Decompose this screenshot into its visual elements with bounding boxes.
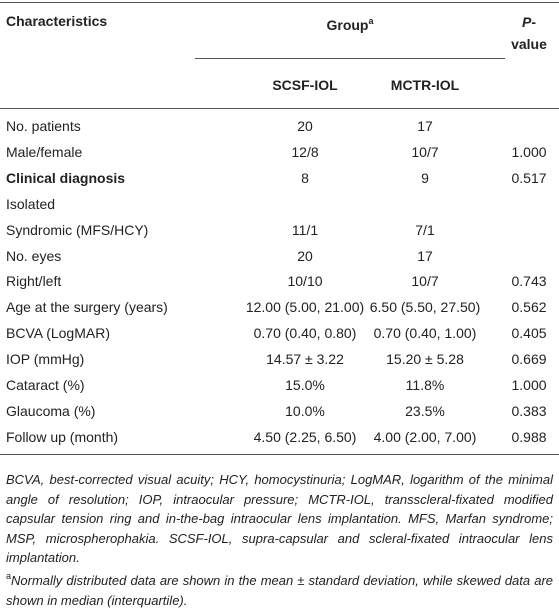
cell: 6.50 (5.50, 27.50) [369,299,481,316]
row-label: Age at the surgery (years) [6,299,168,316]
p-value: 0.562 [511,299,547,316]
p-value: 0.743 [511,273,547,290]
cell: 15.20 ± 5.28 [386,351,464,368]
row-label: Glaucoma (%) [6,402,96,419]
row-label: Clinical diagnosis [6,169,126,186]
cell: 4.50 (2.25, 6.50) [253,428,357,445]
p-value: 0.988 [511,428,547,445]
row-label: Right/left [6,273,62,290]
header-p-value: P-value [511,14,547,52]
cell: 10/10 [287,273,323,290]
cell: 12.00 (5.00, 21.00) [245,299,365,316]
cell: 0.70 (0.40, 0.80) [253,325,357,342]
cell: 11/1 [291,221,319,238]
group-note: a [368,16,374,26]
group-label: Group [326,17,369,33]
header-group: Groupa [326,12,373,34]
cell: 0.70 (0.40, 1.00) [373,325,477,342]
cell: 10/7 [411,143,439,160]
footnote-note: aNormally distributed data are shown in … [6,567,553,610]
group-rule [195,58,505,59]
row-label: Cataract (%) [6,377,85,393]
cell: 9 [421,169,429,186]
column-header: MCTR-IOL [390,77,460,93]
cell: 15.0% [285,377,325,393]
cell: 4.00 (2.00, 7.00) [373,428,477,445]
note-mark: a [6,571,12,581]
row-label: Isolated [6,195,56,212]
header-rule [0,108,559,109]
bottom-rule [0,454,559,455]
cell: 20 [297,247,313,264]
p-value: 0.669 [511,351,547,368]
cell: 8 [301,169,309,186]
footnote-abbreviations: BCVA, best-corrected visual acuity; HCY,… [6,472,553,565]
cell: 11.8% [405,377,445,393]
note-text: Normally distributed data are shown in t… [6,573,553,608]
p-value: 1.000 [511,377,547,393]
row-label: Syndromic (MFS/HCY) [6,221,149,238]
p-value: 0.517 [511,169,547,186]
top-rule [0,2,559,3]
row-label: Follow up (month) [6,428,119,445]
row-label: No. patients [6,118,81,134]
p-value: 0.383 [511,402,547,419]
cell: 10/7 [411,273,439,290]
cell: 10.0% [285,402,325,419]
row-label: Male/female [6,143,83,160]
cell: 17 [417,118,433,134]
row-label: IOP (mmHg) [6,351,85,368]
cell: 14.57 ± 3.22 [266,351,344,368]
row-label: BCVA (LogMAR) [6,325,110,342]
row-label: No. eyes [6,247,62,264]
column-header: SCSF-IOL [272,77,338,93]
p-value: 0.405 [511,325,547,342]
header-characteristics: Characteristics [6,13,108,29]
cell: 23.5% [405,402,445,419]
cell: 7/1 [415,221,435,238]
cell: 17 [417,247,433,264]
p-value: 1.000 [511,143,547,160]
cell: 12/8 [291,143,319,160]
cell: 20 [297,118,313,134]
